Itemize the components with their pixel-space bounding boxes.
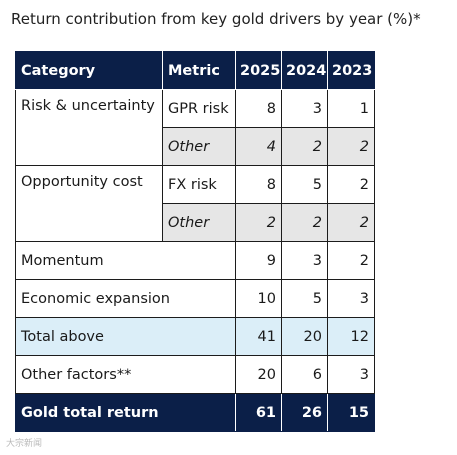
value-cell: 15	[327, 393, 375, 432]
value-cell: 6	[281, 355, 328, 394]
header-category: Category	[15, 51, 163, 90]
row-label-gold-total-return: Gold total return	[15, 393, 236, 432]
value-cell: 20	[235, 355, 282, 394]
value-cell: 2	[327, 165, 375, 204]
header-2024: 2024	[281, 51, 328, 90]
value-cell: 2	[281, 127, 328, 166]
row-label-momentum: Momentum	[15, 241, 236, 280]
header-metric: Metric	[162, 51, 236, 90]
value-cell: 2	[327, 127, 375, 166]
table-row: Economic expansion 10 5 3	[15, 279, 375, 318]
value-cell: 8	[235, 89, 282, 128]
row-label-other-factors: Other factors**	[15, 355, 236, 394]
table-row-gold-total: Gold total return 61 26 15	[15, 393, 375, 432]
table-row-total-above: Total above 41 20 12	[15, 317, 375, 356]
table-row: Risk & uncertainty GPR risk 8 3 1	[15, 89, 375, 166]
header-2023: 2023	[327, 51, 375, 90]
value-cell: 5	[281, 279, 328, 318]
value-cell: 3	[281, 89, 328, 128]
value-cell: 3	[327, 279, 375, 318]
value-cell: 2	[327, 203, 375, 242]
value-cell: 9	[235, 241, 282, 280]
table-title: Return contribution from key gold driver…	[11, 10, 421, 28]
table-row: Other factors** 20 6 3	[15, 355, 375, 394]
value-cell: 2	[327, 241, 375, 280]
value-cell: 41	[235, 317, 282, 356]
metric-gpr-risk: GPR risk	[162, 89, 236, 128]
value-cell: 8	[235, 165, 282, 204]
metric-other: Other	[162, 127, 236, 166]
row-label-economic-expansion: Economic expansion	[15, 279, 236, 318]
metric-fx-risk: FX risk	[162, 165, 236, 204]
header-2025: 2025	[235, 51, 282, 90]
value-cell: 20	[281, 317, 328, 356]
metric-other: Other	[162, 203, 236, 242]
value-cell: 4	[235, 127, 282, 166]
value-cell: 10	[235, 279, 282, 318]
category-opportunity-cost: Opportunity cost	[15, 165, 163, 242]
table-row: Momentum 9 3 2	[15, 241, 375, 280]
row-label-total-above: Total above	[15, 317, 236, 356]
value-cell: 1	[327, 89, 375, 128]
value-cell: 26	[281, 393, 328, 432]
value-cell: 5	[281, 165, 328, 204]
category-risk-uncertainty: Risk & uncertainty	[15, 89, 163, 166]
watermark: 大宗新闻	[6, 439, 43, 449]
value-cell: 2	[281, 203, 328, 242]
gold-drivers-table: Category Metric 2025 2024 2023 Risk & un…	[15, 51, 375, 432]
value-cell: 3	[281, 241, 328, 280]
table-row: Other 4 2 2	[16, 127, 375, 166]
header-row: Category Metric 2025 2024 2023	[15, 51, 375, 90]
value-cell: 2	[235, 203, 282, 242]
value-cell: 12	[327, 317, 375, 356]
value-cell: 61	[235, 393, 282, 432]
value-cell: 3	[327, 355, 375, 394]
table-row: Opportunity cost FX risk 8 5 2	[15, 165, 375, 242]
